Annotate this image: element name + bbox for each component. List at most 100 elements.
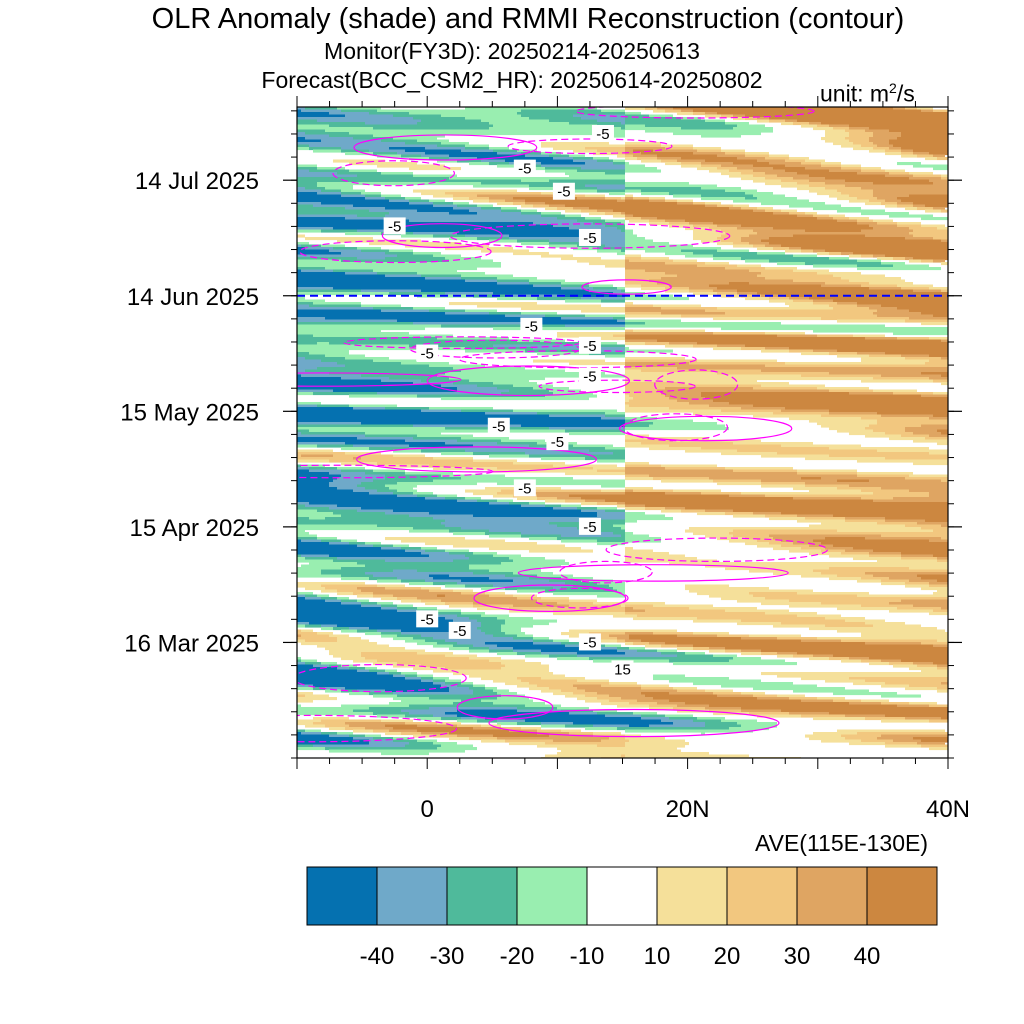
olr-cell xyxy=(717,112,948,116)
olr-cell xyxy=(625,517,673,521)
olr-cell xyxy=(637,699,669,703)
olr-cell xyxy=(341,577,369,581)
olr-cell xyxy=(701,164,721,168)
olr-cell xyxy=(757,252,785,256)
olr-cell xyxy=(625,604,653,608)
olr-cell xyxy=(297,549,405,553)
olr-cell xyxy=(877,197,897,201)
olr-cell xyxy=(597,502,617,506)
olr-cell xyxy=(525,349,589,353)
olr-cell xyxy=(589,289,621,293)
olr-cell xyxy=(913,662,933,666)
contour-label: -5 xyxy=(578,517,601,536)
olr-cell xyxy=(545,499,565,503)
olr-cell xyxy=(929,612,948,616)
olr-cell xyxy=(345,357,389,361)
olr-cell xyxy=(677,704,709,708)
olr-cell xyxy=(449,689,473,693)
olr-cell xyxy=(821,549,845,553)
olr-cell xyxy=(625,742,689,746)
olr-cell xyxy=(369,577,397,581)
olr-cell xyxy=(453,367,525,371)
olr-cell xyxy=(665,272,761,276)
olr-cell xyxy=(677,159,705,163)
olr-cell xyxy=(893,107,905,111)
olr-cell xyxy=(785,169,829,173)
olr-cell xyxy=(837,197,857,201)
olr-cell xyxy=(905,429,937,433)
olr-cell xyxy=(657,339,941,343)
olr-cell xyxy=(857,172,889,176)
rmmi-contour xyxy=(605,537,828,563)
olr-cell xyxy=(937,667,948,671)
olr-cell xyxy=(929,179,948,183)
olr-cell xyxy=(485,642,533,646)
olr-cell xyxy=(337,107,381,111)
olr-cell xyxy=(813,569,948,573)
contour-label-bg xyxy=(513,479,536,497)
olr-cell xyxy=(521,727,541,731)
olr-cell xyxy=(469,567,541,571)
olr-cell xyxy=(765,514,797,518)
olr-cell xyxy=(537,574,573,578)
contour-label-text: -5 xyxy=(518,480,531,497)
olr-cell xyxy=(417,652,453,656)
olr-cell xyxy=(377,272,417,276)
olr-cell xyxy=(529,279,565,283)
olr-cell xyxy=(449,737,469,741)
olr-cell xyxy=(297,524,377,528)
olr-cell xyxy=(613,524,625,528)
olr-cell xyxy=(777,262,805,266)
olr-cell xyxy=(557,707,589,711)
olr-cell xyxy=(329,342,581,346)
olr-cell xyxy=(789,599,901,603)
olr-cell xyxy=(881,734,948,738)
olr-cell xyxy=(365,197,385,201)
contour-label-text: -5 xyxy=(388,218,401,235)
olr-cell xyxy=(589,284,613,288)
olr-cell xyxy=(309,147,341,151)
olr-cell xyxy=(733,114,745,118)
olr-cell xyxy=(337,592,353,596)
olr-cell xyxy=(389,487,413,491)
olr-cell xyxy=(725,647,948,651)
olr-cell xyxy=(913,289,941,293)
olr-cell xyxy=(777,334,817,338)
olr-cell xyxy=(553,739,601,743)
olr-cell xyxy=(641,189,725,193)
olr-cell xyxy=(693,412,773,416)
olr-cell xyxy=(421,289,589,293)
olr-cell xyxy=(577,654,677,658)
olr-cell xyxy=(329,134,373,138)
olr-cell xyxy=(569,122,621,126)
olr-cell xyxy=(497,644,565,648)
olr-cell xyxy=(337,504,521,508)
olr-cell xyxy=(565,694,585,698)
olr-cell xyxy=(297,482,329,486)
olr-cell xyxy=(821,739,861,743)
olr-cell xyxy=(797,614,841,618)
olr-cell xyxy=(541,457,585,461)
olr-cell xyxy=(297,529,305,533)
olr-cell xyxy=(821,522,877,526)
olr-cell xyxy=(865,234,913,238)
olr-cell xyxy=(329,634,349,638)
contour-label: -5 xyxy=(520,317,543,336)
olr-cell xyxy=(393,509,581,513)
olr-cell xyxy=(693,147,721,151)
olr-cell xyxy=(625,427,729,431)
olr-cell xyxy=(921,259,933,263)
olr-cell xyxy=(345,364,429,368)
olr-cell xyxy=(297,267,325,271)
olr-cell xyxy=(473,692,497,696)
olr-cell xyxy=(877,449,948,453)
olr-cell xyxy=(761,482,805,486)
olr-cell xyxy=(557,752,709,756)
olr-cell xyxy=(825,282,869,286)
olr-cell xyxy=(361,602,377,606)
olr-cell xyxy=(397,607,417,611)
olr-cell xyxy=(429,554,465,558)
olr-cell xyxy=(313,392,377,396)
olr-cell xyxy=(673,687,697,691)
olr-cell xyxy=(313,687,325,691)
